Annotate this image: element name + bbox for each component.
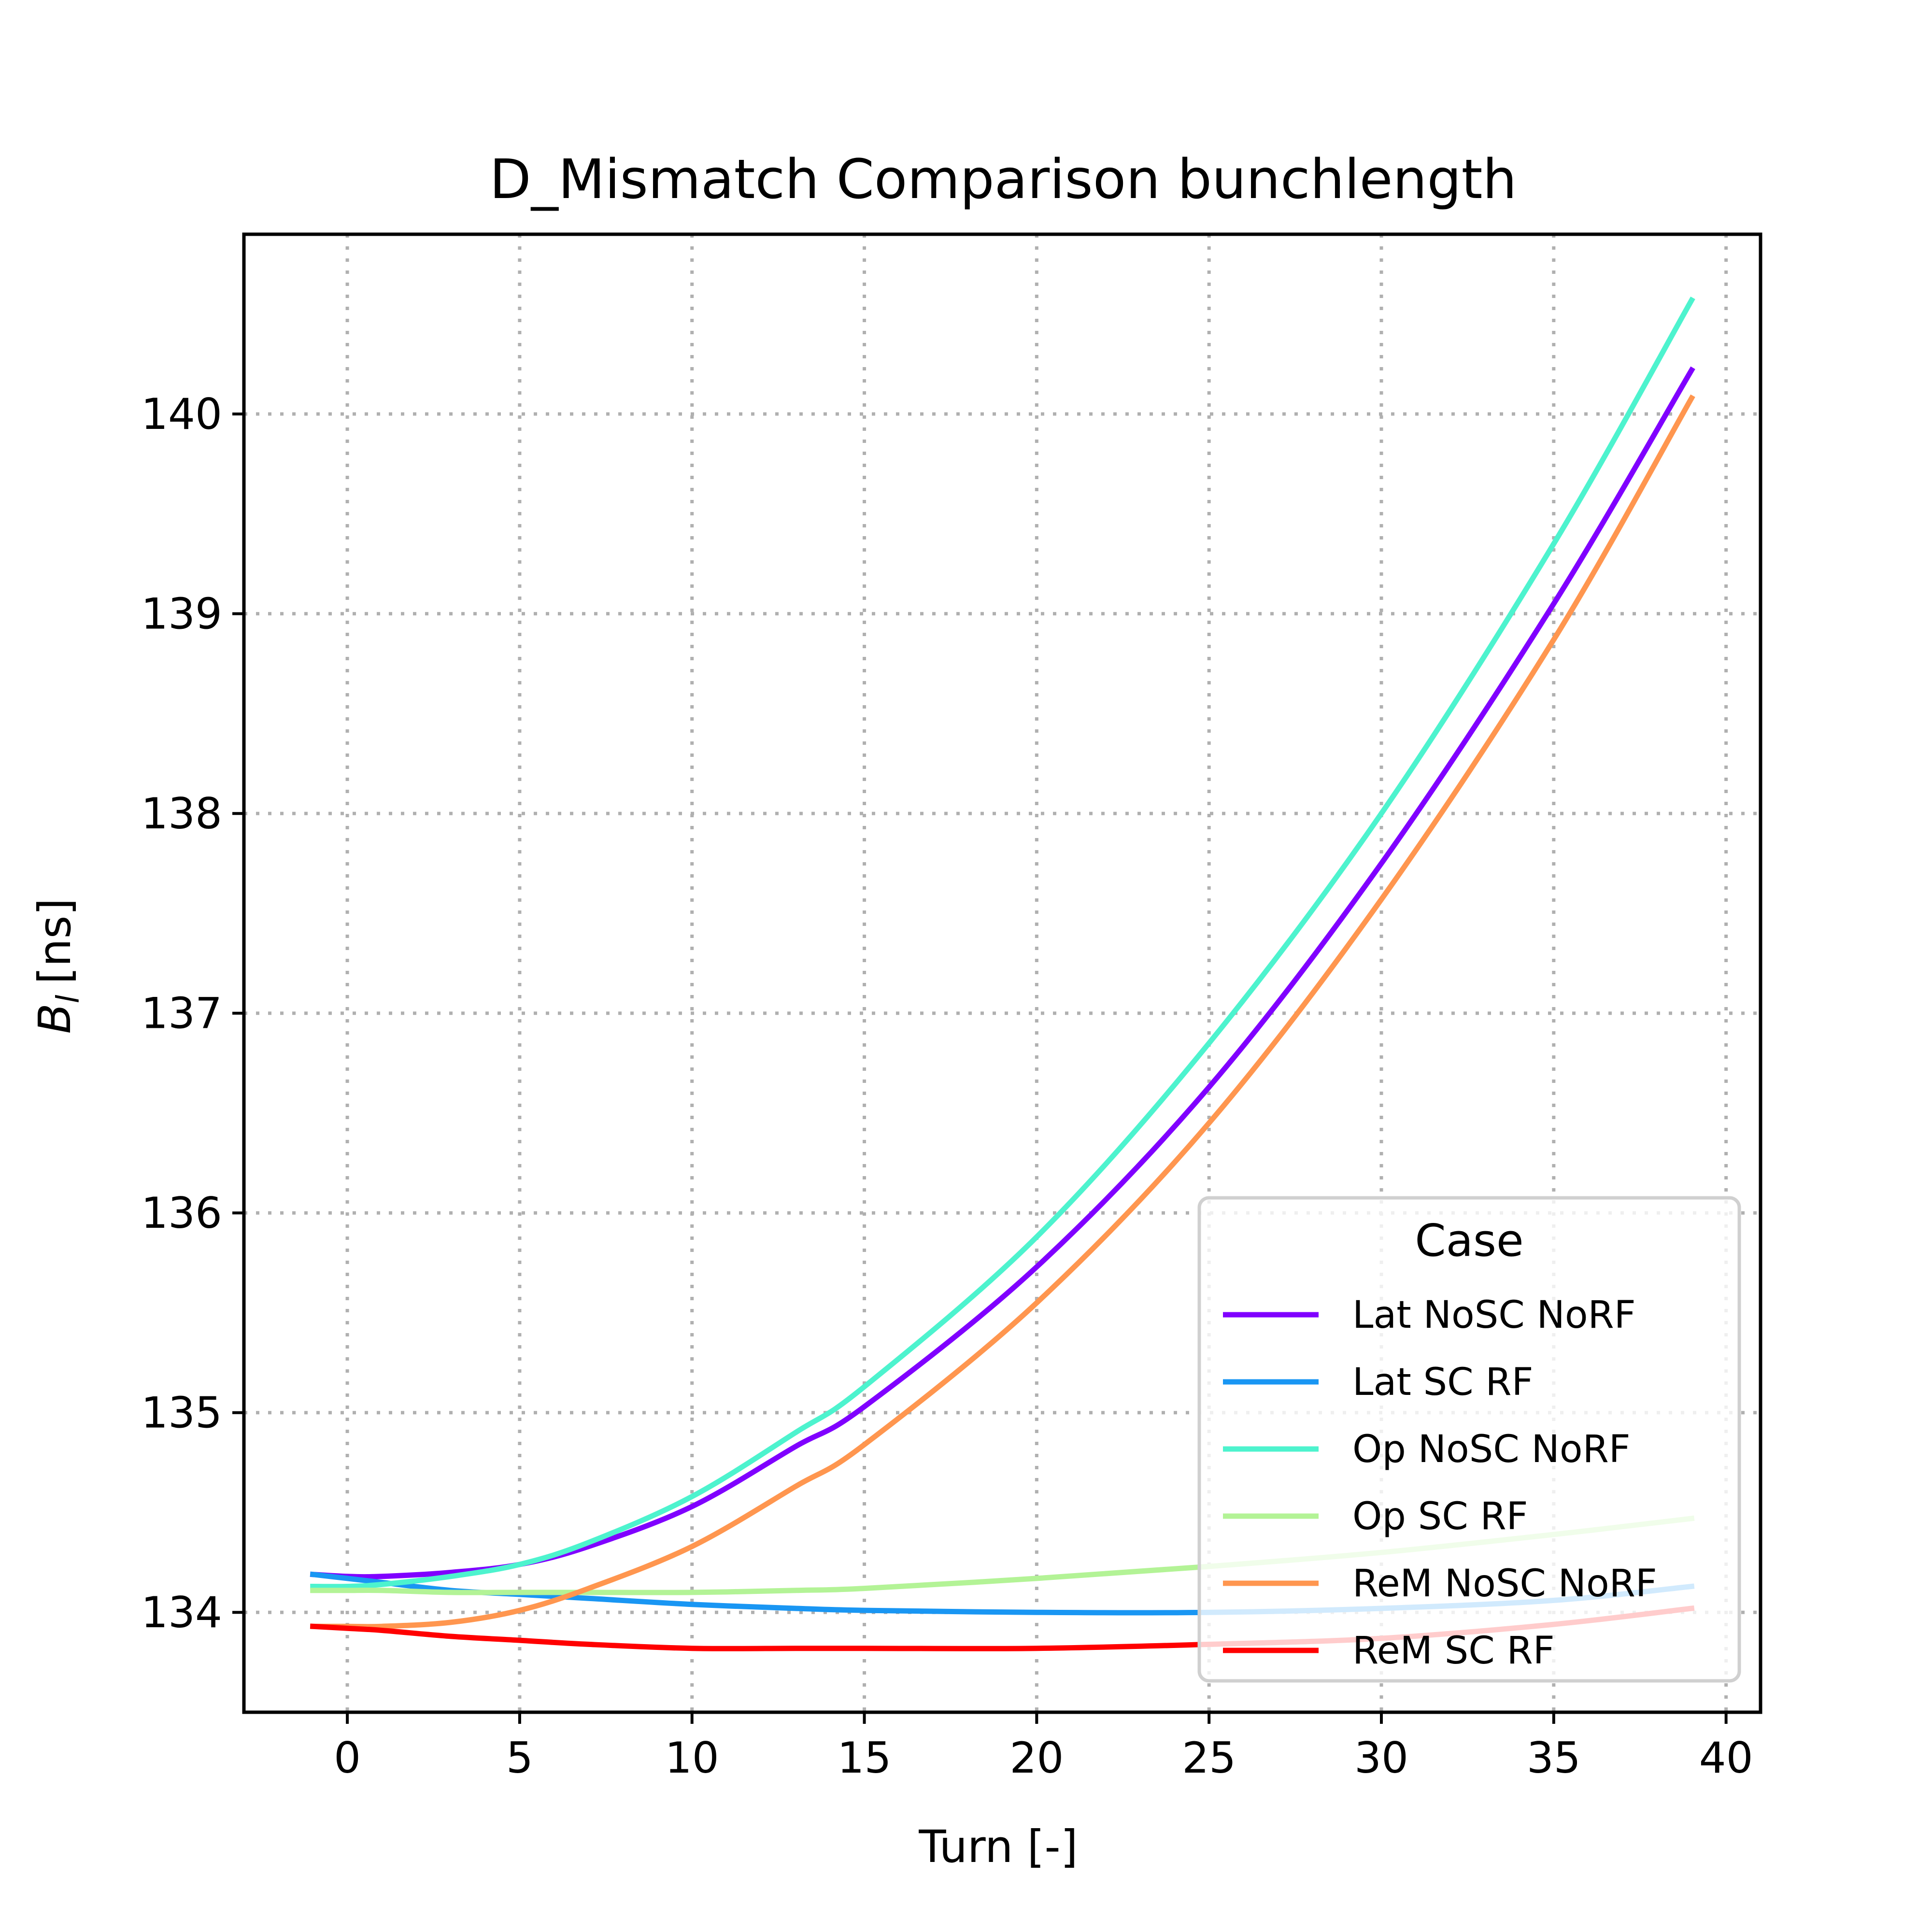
legend-label: ReM NoSC NoRF xyxy=(1352,1562,1657,1605)
series-line-rem-nosc-norf xyxy=(310,394,1695,1630)
legend-frame xyxy=(1197,1196,1741,1683)
legend-label: Lat NoSC NoRF xyxy=(1352,1293,1636,1337)
x-tick-label: 15 xyxy=(838,1733,892,1783)
y-tick-label: 137 xyxy=(141,989,222,1038)
x-tick-label: 25 xyxy=(1182,1733,1236,1783)
legend-label: Op NoSC NoRF xyxy=(1352,1428,1631,1471)
chart-title: D_Mismatch Comparison bunchlength xyxy=(490,148,1517,211)
y-tick-label: 140 xyxy=(141,389,222,439)
ticks: 0 5 10 15 20 25 30 35 40 134 135 136 137 138 139 140 xyxy=(141,389,1753,1783)
x-tick-label: 30 xyxy=(1354,1733,1408,1783)
y-tick-label: 138 xyxy=(141,789,222,838)
legend-entries: Lat NoSC NoRF Lat SC RF Op NoSC NoRF Op SC … xyxy=(1223,1293,1657,1673)
y-axis-label: Bl [ns] xyxy=(29,898,86,1034)
y-tick-label: 134 xyxy=(141,1588,222,1637)
y-axis-label-sub: l xyxy=(51,994,86,1003)
legend: Case Lat NoSC NoRF Lat SC RF Op NoSC NoRF O… xyxy=(1197,1196,1741,1683)
x-tick-label: 10 xyxy=(665,1733,719,1783)
legend-title: Case xyxy=(1415,1215,1523,1266)
x-tick-label: 40 xyxy=(1699,1733,1753,1783)
legend-label: ReM SC RF xyxy=(1352,1629,1555,1673)
legend-label: Op SC RF xyxy=(1352,1495,1528,1538)
y-axis-label-unit: [ns] xyxy=(29,898,81,984)
series-line-op-nosc-norf xyxy=(310,297,1695,1590)
y-tick-label: 135 xyxy=(141,1388,222,1438)
x-tick-label: 5 xyxy=(506,1733,533,1783)
y-axis-label-main: B xyxy=(29,1003,81,1034)
x-tick-label: 35 xyxy=(1527,1733,1581,1783)
x-tick-label: 20 xyxy=(1009,1733,1064,1783)
x-tick-label: 0 xyxy=(334,1733,361,1783)
x-axis-label: Turn [-] xyxy=(918,1821,1078,1873)
y-tick-label: 136 xyxy=(141,1188,222,1238)
plot-frame xyxy=(242,232,1762,1714)
y-tick-label: 139 xyxy=(141,589,222,639)
legend-label: Lat SC RF xyxy=(1352,1361,1533,1404)
